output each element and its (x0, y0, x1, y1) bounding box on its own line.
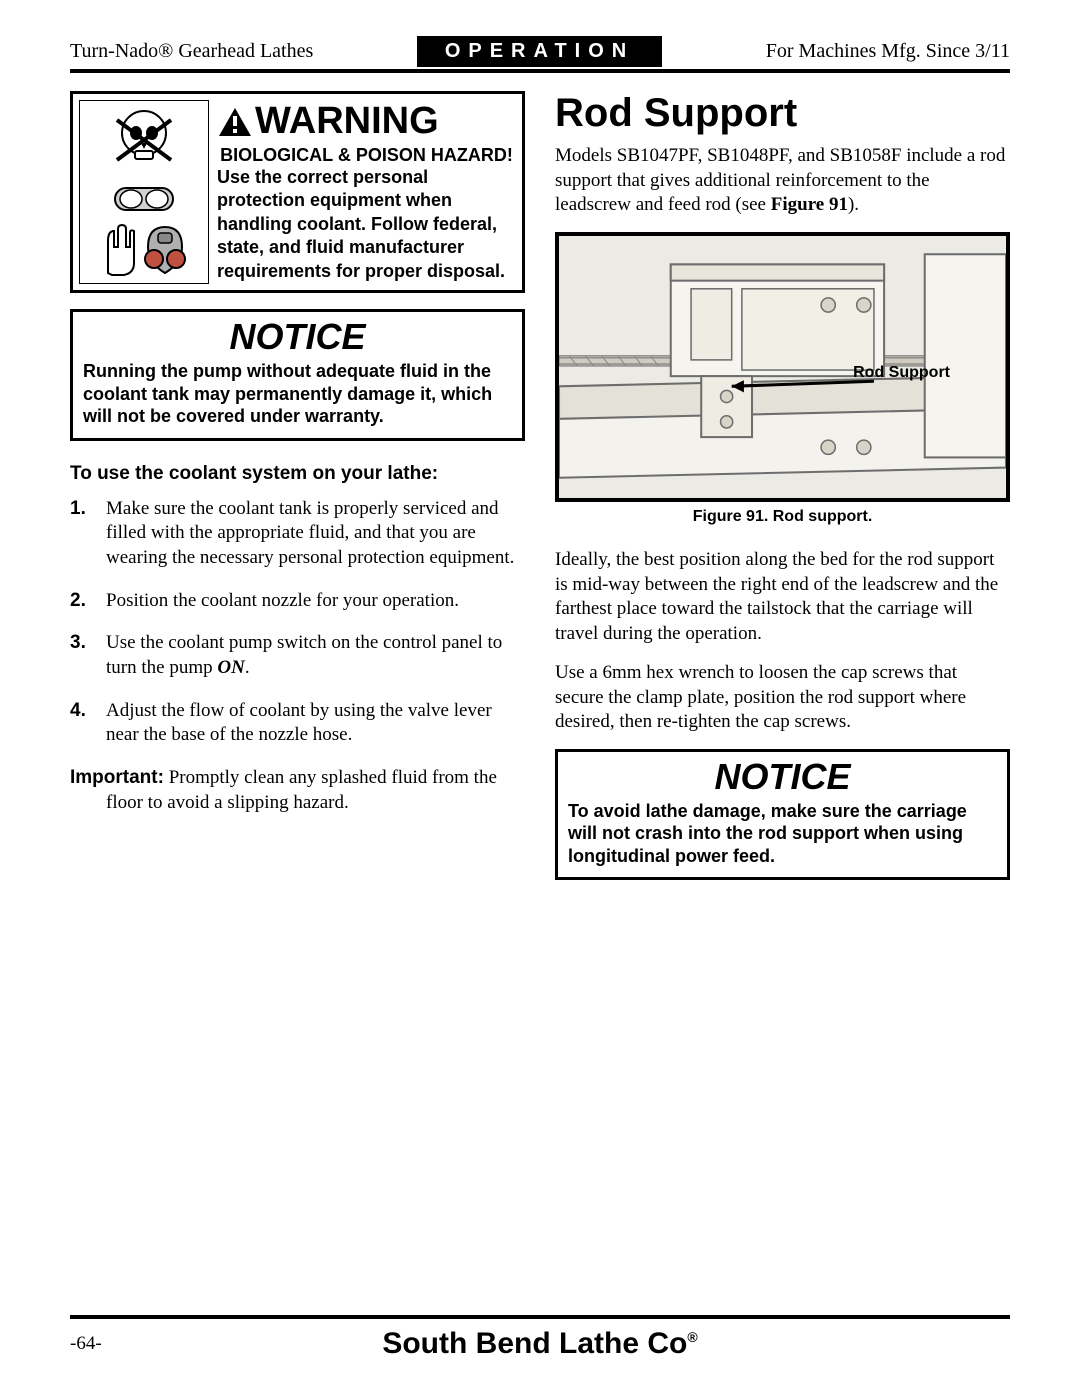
footer-rule (70, 1315, 1010, 1319)
warning-subtitle: BIOLOGICAL & POISON HAZARD! (217, 145, 516, 166)
step-3: Use the coolant pump switch on the contr… (70, 631, 525, 680)
step-3-emph: ON (217, 657, 244, 678)
notice1-body: Running the pump without adequate fluid … (83, 360, 512, 428)
rod-support-title: Rod Support (555, 91, 1010, 136)
header-center-band: OPERATION (417, 36, 662, 67)
figure-caption: Figure 91. Rod support. (555, 508, 1010, 526)
notice-box-1: NOTICE Running the pump without adequate… (70, 309, 525, 441)
rod-support-p3: Use a 6mm hex wrench to loosen the cap s… (555, 661, 1010, 735)
warning-triangle-icon (217, 106, 253, 138)
gloves-respirator-icons (98, 223, 190, 279)
step-2: Position the coolant nozzle for your ope… (70, 589, 525, 614)
left-column: WARNING BIOLOGICAL & POISON HAZARD! Use … (70, 91, 525, 902)
figure-callout-label: Rod Support (853, 364, 950, 382)
respirator-icon (140, 223, 190, 279)
notice1-title: NOTICE (83, 316, 512, 358)
glove-icon (98, 223, 138, 279)
coolant-steps: Make sure the coolant tank is properly s… (70, 497, 525, 749)
rod-support-intro: Models SB1047PF, SB1048PF, and SB1058F i… (555, 144, 1010, 218)
header-right: For Machines Mfg. Since 3/11 (766, 40, 1010, 63)
page-header: Turn-Nado® Gearhead Lathes OPERATION For… (70, 36, 1010, 73)
coolant-heading: To use the coolant system on your lathe: (70, 463, 525, 485)
registered-mark: ® (687, 1329, 697, 1345)
warning-box: WARNING BIOLOGICAL & POISON HAZARD! Use … (70, 91, 525, 293)
rod-support-p2: Ideally, the best position along the bed… (555, 548, 1010, 647)
warning-title: WARNING (217, 100, 516, 143)
skull-icon (109, 105, 179, 180)
important-note: Important: Promptly clean any splashed f… (70, 766, 525, 815)
right-column: Rod Support Models SB1047PF, SB1048PF, a… (555, 91, 1010, 902)
notice-box-2: NOTICE To avoid lathe damage, make sure … (555, 749, 1010, 881)
warning-body: Use the correct personal protection equi… (217, 166, 516, 283)
step-4: Adjust the flow of coolant by using the … (70, 699, 525, 748)
intro-b: ). (848, 194, 859, 215)
hazard-icons-panel (79, 100, 209, 284)
important-text: Promptly clean any splashed fluid from t… (106, 767, 497, 813)
notice2-title: NOTICE (568, 756, 997, 798)
notice2-body: To avoid lathe damage, make sure the car… (568, 800, 997, 868)
warning-title-text: WARNING (255, 100, 439, 143)
footer-brand-text: South Bend Lathe Co (382, 1327, 687, 1360)
figure-91: Rod Support (555, 232, 1010, 502)
footer-brand: South Bend Lathe Co® (0, 1327, 1080, 1361)
step-1: Make sure the coolant tank is properly s… (70, 497, 525, 571)
step-3-text: Use the coolant pump switch on the contr… (106, 632, 502, 678)
step-3-tail: . (245, 657, 250, 678)
important-label: Important: (70, 767, 164, 788)
intro-fig-ref: Figure 91 (771, 194, 848, 215)
header-left: Turn-Nado® Gearhead Lathes (70, 40, 313, 63)
goggles-icon (109, 180, 179, 223)
